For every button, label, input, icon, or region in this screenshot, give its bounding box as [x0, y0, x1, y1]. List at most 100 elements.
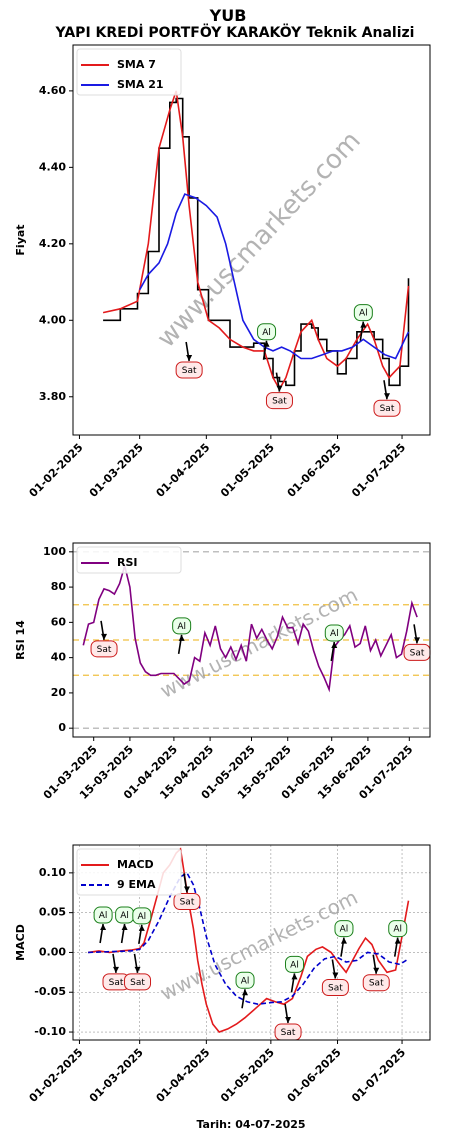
y-tick-label: -0.10: [34, 1025, 66, 1038]
signal-badge: [373, 399, 401, 417]
signal-badge: [172, 617, 192, 635]
y-axis-label: Fiyat: [14, 224, 27, 255]
x-tick-label: 01-06-2025: [285, 441, 344, 500]
signal-label: Al: [177, 622, 186, 632]
signal-label: Sat: [109, 978, 124, 988]
signal-arrowhead: [101, 633, 108, 640]
legend-label: RSI: [117, 556, 138, 569]
legend-box: [76, 848, 182, 896]
y-tick-label: 60: [51, 615, 67, 628]
signal-label: Sat: [369, 979, 384, 989]
signal-label: Al: [120, 911, 129, 921]
signal-arrowhead: [360, 321, 367, 328]
signal-badge: [265, 392, 293, 410]
figure-symbol: YUB: [209, 6, 247, 25]
signal-arrowhead: [285, 1017, 292, 1024]
series-line-sma-21: [139, 193, 410, 360]
signal-arrowhead: [242, 989, 249, 996]
signal-label: Sat: [97, 645, 112, 655]
x-tick-label: 01-05-2025: [218, 441, 277, 500]
signal-badge: [90, 640, 118, 658]
legend-label: MACD: [117, 858, 154, 871]
signal-arrowhead: [100, 924, 107, 931]
signal-label: Al: [241, 976, 250, 986]
signal-badge: [362, 974, 390, 992]
series-line-rsi: [82, 562, 418, 693]
signal-label: Sat: [182, 366, 197, 376]
signal-label: Sat: [180, 898, 195, 908]
signal-arrowhead: [340, 937, 347, 944]
signal-badge: [285, 955, 305, 973]
signal-arrowhead: [121, 924, 128, 931]
y-tick-label: 0.00: [39, 945, 66, 958]
signal-label: Al: [137, 912, 146, 922]
series-line-sma-7: [102, 90, 410, 391]
y-axis-label: RSI 14: [14, 620, 27, 660]
figure-title: YAPI KREDİ PORTFÖY KARAKÖY Teknik Analiz…: [55, 25, 415, 41]
x-tick-label: 01-02-2025: [27, 1046, 86, 1105]
signal-label: Sat: [130, 978, 145, 988]
y-tick-label: 4.00: [39, 313, 66, 326]
footer-date: Tarih: 04-07-2025: [196, 1118, 306, 1131]
signal-arrowhead: [394, 937, 401, 944]
price-step-line: [103, 97, 410, 387]
signal-label: Sat: [272, 397, 287, 407]
x-tick-label: 01-03-2025: [87, 441, 146, 500]
signal-label: Sat: [281, 1028, 296, 1038]
x-tick-label: 01-06-2025: [285, 1046, 344, 1105]
signal-arrowhead: [373, 967, 380, 974]
signal-badge: [353, 304, 373, 322]
signal-label: Sat: [410, 648, 425, 658]
y-tick-label: 4.40: [39, 160, 66, 173]
watermark-text: www.uscmarkets.com: [151, 126, 366, 354]
x-tick-label: 01-07-2025: [349, 1046, 408, 1105]
y-tick-label: 3.80: [39, 390, 66, 403]
signal-arrowhead: [186, 355, 193, 361]
y-tick-label: 0.10: [39, 866, 66, 879]
signal-badge: [334, 920, 354, 938]
signal-arrowhead: [331, 641, 338, 648]
signal-badge: [132, 907, 152, 925]
y-tick-label: 0: [58, 721, 66, 734]
signal-label: Al: [340, 925, 349, 935]
signal-badge: [257, 323, 277, 341]
signal-arrowhead: [183, 886, 190, 893]
signal-badge: [93, 906, 113, 924]
signal-label: Al: [393, 925, 402, 935]
signal-arrowhead: [263, 340, 270, 347]
legend-box: [76, 48, 182, 96]
legend-label: SMA 21: [117, 78, 164, 91]
plot-frame: [72, 44, 431, 436]
signal-arrowhead: [383, 393, 390, 400]
signal-label: Sat: [380, 404, 395, 414]
legend-label: SMA 7: [117, 58, 156, 71]
y-tick-label: 80: [51, 580, 67, 593]
series-line-9-ema: [88, 871, 409, 1006]
signal-badge: [175, 361, 203, 379]
x-tick-label: 01-03-2025: [87, 1046, 146, 1105]
signal-label: Sat: [328, 983, 343, 993]
y-tick-label: 4.20: [39, 237, 66, 250]
signal-arrowhead: [134, 966, 141, 973]
y-tick-label: 20: [51, 686, 67, 699]
x-tick-label: 01-02-2025: [27, 441, 86, 500]
x-tick-label: 01-05-2025: [218, 1046, 277, 1105]
signal-arrowhead: [291, 973, 298, 980]
signal-badge: [388, 920, 408, 938]
x-tick-label: 01-04-2025: [154, 441, 213, 500]
signal-arrowhead: [138, 924, 145, 931]
y-tick-label: 4.60: [39, 84, 66, 97]
signal-label: Al: [290, 960, 299, 970]
signal-arrowhead: [276, 385, 283, 392]
y-tick-label: -0.05: [34, 985, 66, 998]
x-tick-label: 01-04-2025: [154, 1046, 213, 1105]
signal-badge: [124, 973, 152, 991]
signal-badge: [235, 971, 255, 989]
signal-label: Al: [330, 629, 339, 639]
y-tick-label: 100: [43, 545, 66, 558]
signal-arrowhead: [113, 966, 120, 973]
y-tick-label: 0.05: [39, 906, 66, 919]
signal-arrowhead: [178, 634, 185, 641]
plot-frame: [72, 844, 431, 1041]
